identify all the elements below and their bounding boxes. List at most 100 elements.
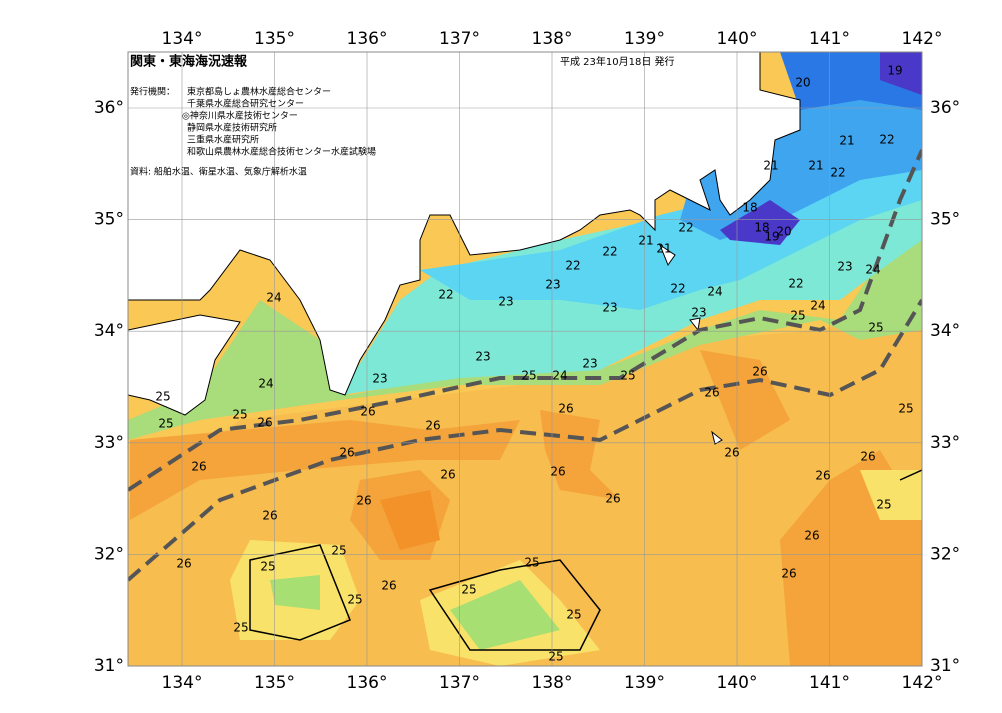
contour-label: 26 [176,557,191,571]
contour-label: 25 [876,498,891,512]
contour-label: 19 [764,230,779,244]
contour-label: 25 [521,369,536,383]
contour-label: 24 [865,263,880,277]
lon-label-bottom: 139° [624,673,665,693]
lat-label-right: 32° [930,544,960,564]
contour-label: 26 [440,468,455,482]
contour-label: 26 [815,469,830,483]
lat-label-right: 31° [930,656,960,676]
contour-label: 26 [860,450,875,464]
contour-label: 26 [704,386,719,400]
contour-label: 22 [602,245,617,259]
source: 資料: 船舶水温、衛星水温、気象庁解析水温 [130,166,307,178]
lon-label-top: 142° [902,29,943,49]
lat-label-left: 33° [94,433,124,453]
lon-label-top: 137° [439,29,480,49]
contour-label: 25 [790,309,805,323]
map-frame [127,51,923,667]
lat-label-right: 36° [930,98,960,118]
lon-label-top: 135° [254,29,295,49]
contour-label: 25 [548,650,563,664]
contour-label: 26 [781,567,796,581]
contour-label: 26 [257,416,272,430]
lon-label-bottom: 138° [532,673,573,693]
contour-label: 20 [795,76,810,90]
lon-label-bottom: 135° [254,673,295,693]
contour-label: 25 [232,408,247,422]
publisher: 静岡県水産技術研究所 [187,122,277,134]
contour-label: 25 [331,544,346,558]
lat-label-left: 35° [94,210,124,230]
lat-label-right: 34° [930,321,960,341]
contour-label: 22 [879,133,894,147]
contour-label: 26 [804,529,819,543]
publisher: 三重県水産研究所 [187,134,259,146]
contour-label: 25 [898,402,913,416]
contour-label: 23 [372,372,387,386]
lon-label-top: 136° [347,29,388,49]
contour-label: 21 [763,159,778,173]
contour-label: 21 [808,159,823,173]
contour-label: 26 [339,446,354,460]
lon-label-bottom: 140° [717,673,758,693]
contour-label: 23 [691,306,706,320]
lon-label-top: 138° [532,29,573,49]
lat-label-right: 33° [930,433,960,453]
lon-label-bottom: 134° [162,673,203,693]
contour-label: 26 [752,365,767,379]
contour-label: 25 [158,417,173,431]
lon-label-top: 134° [162,29,203,49]
contour-label: 26 [425,419,440,433]
lon-label-bottom: 136° [347,673,388,693]
contour-label: 25 [155,390,170,404]
contour-label: 25 [233,621,248,635]
contour-label: 22 [565,259,580,273]
contour-label: 23 [602,301,617,315]
lat-label-right: 35° [930,210,960,230]
contour-label: 18 [742,201,757,215]
contour-label: 23 [837,260,852,274]
contour-label: 25 [260,560,275,574]
issue-date: 平成 23年10月18日 発行 [560,55,675,68]
contour-label: 24 [810,299,825,313]
contour-label: 23 [498,295,513,309]
contour-label: 24 [266,291,281,305]
contour-label: 26 [356,494,371,508]
contour-label: 26 [191,460,206,474]
lon-label-top: 139° [624,29,665,49]
contour-label: 26 [550,465,565,479]
contour-label: 25 [347,593,362,607]
contour-label: 19 [887,64,902,78]
contour-label: 20 [776,225,791,239]
contour-label: 25 [620,369,635,383]
contour-label: 23 [475,350,490,364]
lon-label-bottom: 141° [809,673,850,693]
contour-label: 23 [545,278,560,292]
contour-label: 26 [360,405,375,419]
ocean [128,52,922,666]
publisher: 千葉県水産総合研究センター [187,98,304,110]
lat-label-left: 36° [94,98,124,118]
contour-label: 22 [788,277,803,291]
contour-label: 22 [670,282,685,296]
contour-label: 21 [656,242,671,256]
lat-label-left: 31° [94,656,124,676]
contour-label: 26 [605,492,620,506]
publisher: 和歌山県農林水産総合技術センター水産試験場 [187,146,376,158]
contour-label: 22 [678,221,693,235]
lon-label-top: 140° [717,29,758,49]
contour-label: 25 [524,556,539,570]
lon-label-bottom: 142° [902,673,943,693]
contour-label: 26 [558,402,573,416]
contour-label: 25 [566,608,581,622]
lat-label-left: 32° [94,544,124,564]
contour-label: 21 [839,134,854,148]
contour-label: 26 [262,509,277,523]
publisher: 東京都島しょ農林水産総合センター [187,86,331,98]
contour-label: 23 [582,357,597,371]
contour-label: 25 [868,321,883,335]
contour-label: 24 [552,369,567,383]
lon-label-top: 141° [809,29,850,49]
contour-label: 22 [830,166,845,180]
